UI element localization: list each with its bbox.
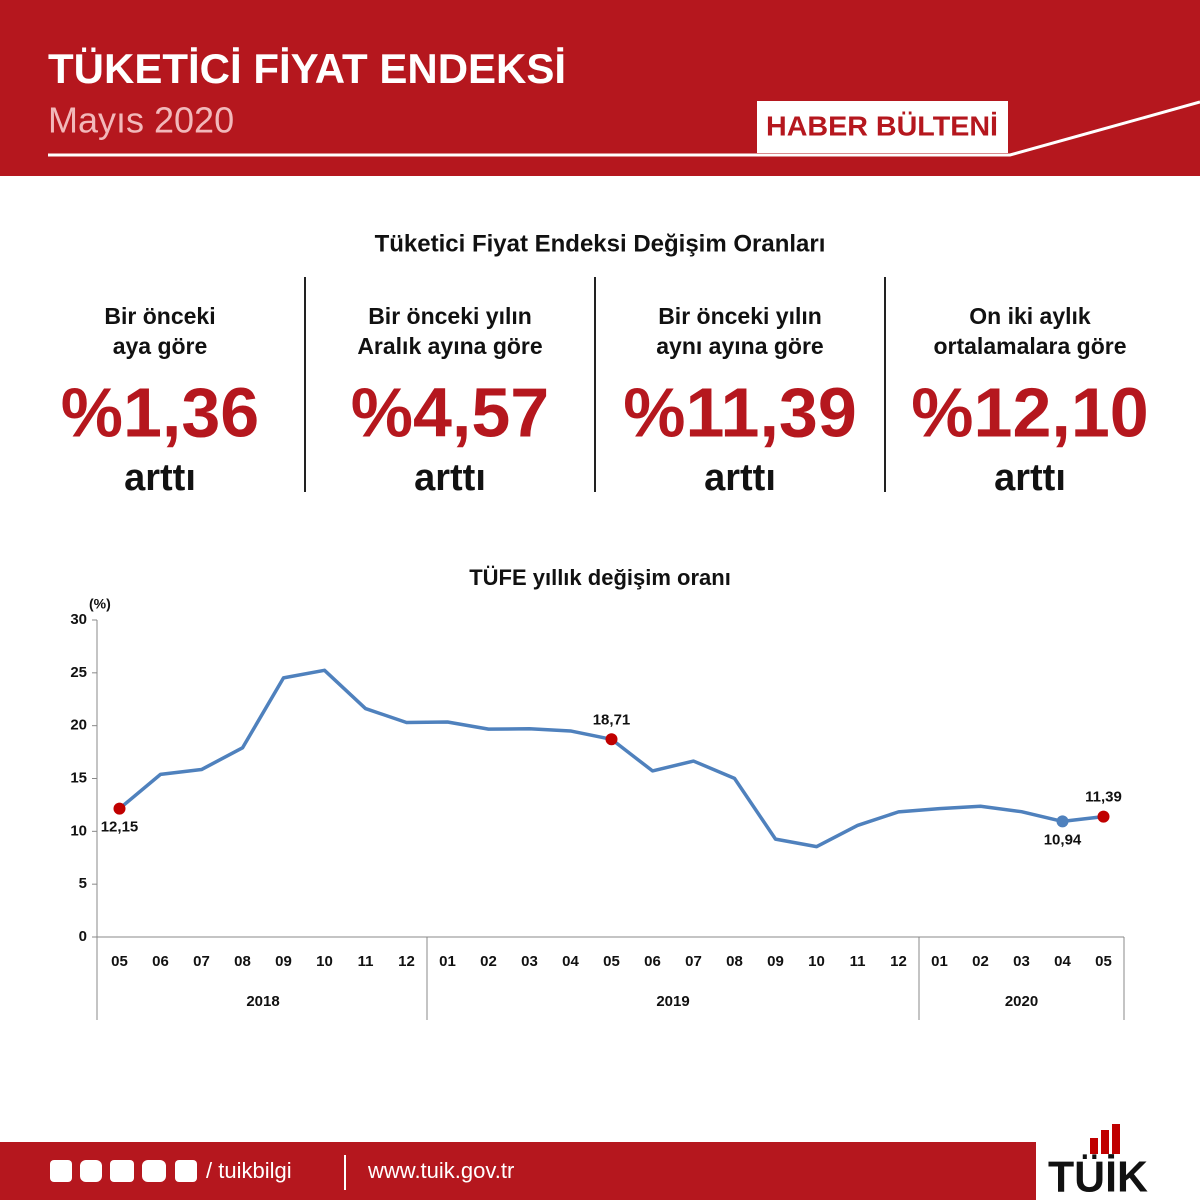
x-tick-label: 07 (193, 953, 210, 970)
summary-note: arttı (414, 457, 486, 499)
x-tick-label: 05 (111, 953, 128, 970)
summary-note: arttı (704, 457, 776, 499)
summary-label: Bir önceki yılın (658, 303, 822, 329)
x-tick-label: 12 (398, 953, 415, 970)
header-rule (48, 100, 1200, 157)
data-label: 12,15 (101, 819, 139, 836)
summary-value: %4,57 (351, 373, 549, 451)
x-tick-label: 03 (1013, 953, 1030, 970)
chart-title: TÜFE yıllık değişim oranı (469, 565, 731, 590)
logo-text: TÜİK (1048, 1153, 1148, 1200)
logo-bar (1112, 1124, 1120, 1154)
x-tick-label: 03 (521, 953, 538, 970)
data-label: 11,39 (1085, 789, 1122, 806)
y-tick-label: 25 (70, 664, 87, 681)
y-tick-label: 5 (79, 875, 87, 892)
linkedin-icon[interactable] (175, 1160, 197, 1182)
summary-label: aynı ayına göre (656, 333, 823, 359)
x-tick-label: 01 (439, 953, 456, 970)
x-tick-label: 06 (152, 953, 169, 970)
x-group-label: 2019 (656, 993, 689, 1010)
summary-label: aya göre (113, 333, 208, 359)
summary-label: On iki aylık (969, 303, 1091, 329)
instagram-icon[interactable] (80, 1160, 102, 1182)
x-tick-label: 10 (316, 953, 333, 970)
x-group-label: 2018 (246, 993, 279, 1010)
x-tick-label: 01 (931, 953, 948, 970)
header-title: TÜKETİCİ FİYAT ENDEKSİ (48, 45, 566, 92)
header-subtitle: Mayıs 2020 (48, 100, 234, 141)
facebook-icon[interactable] (50, 1160, 72, 1182)
footer-band (0, 1142, 1036, 1200)
data-point (605, 733, 618, 746)
x-tick-label: 09 (275, 953, 292, 970)
summary-title: Tüketici Fiyat Endeksi Değişim Oranları (375, 230, 826, 257)
y-tick-label: 20 (70, 717, 87, 734)
footer-handle[interactable]: / tuikbilgi (206, 1158, 292, 1183)
x-tick-label: 10 (808, 953, 825, 970)
y-tick-label: 0 (79, 928, 87, 945)
x-tick-label: 02 (480, 953, 497, 970)
data-label: 10,94 (1044, 831, 1082, 848)
summary-value: %11,39 (623, 373, 857, 451)
x-tick-label: 11 (850, 953, 866, 970)
x-group-label: 2020 (1005, 993, 1038, 1010)
y-tick-label: 30 (70, 611, 87, 628)
summary-note: arttı (994, 457, 1066, 499)
summary-note: arttı (124, 457, 196, 499)
x-tick-label: 04 (1054, 953, 1071, 970)
x-tick-label: 08 (726, 953, 743, 970)
summary-label: ortalamalara göre (933, 333, 1126, 359)
data-point (1097, 810, 1110, 823)
summary-label: Bir önceki (104, 303, 215, 329)
x-tick-label: 11 (358, 953, 374, 970)
x-tick-label: 09 (767, 953, 784, 970)
x-tick-label: 07 (685, 953, 702, 970)
data-label: 18,71 (593, 711, 631, 728)
x-tick-label: 06 (644, 953, 661, 970)
data-point (1056, 815, 1069, 828)
summary-label: Bir önceki yılın (368, 303, 532, 329)
y-tick-label: 15 (70, 769, 87, 786)
x-tick-label: 05 (603, 953, 620, 970)
footer-website[interactable]: www.tuik.gov.tr (367, 1158, 514, 1183)
logo: TÜİK (1048, 1124, 1148, 1200)
y-tick-label: 10 (70, 822, 87, 839)
x-tick-label: 12 (890, 953, 907, 970)
x-tick-label: 02 (972, 953, 989, 970)
x-tick-label: 08 (234, 953, 251, 970)
logo-bar (1090, 1138, 1098, 1154)
social-icons (50, 1160, 197, 1182)
y-axis-label: (%) (89, 596, 111, 612)
summary: Bir önceki aya göre %1,36 arttı Bir önceki y… (61, 277, 1149, 499)
summary-label: Aralık ayına göre (357, 333, 542, 359)
data-point (113, 802, 126, 815)
x-tick-label: 05 (1095, 953, 1112, 970)
badge: HABER BÜLTENİ (766, 110, 998, 141)
x-tick-label: 04 (562, 953, 579, 970)
logo-bar (1101, 1130, 1109, 1154)
youtube-icon[interactable] (142, 1160, 166, 1182)
summary-value: %12,10 (911, 373, 1148, 451)
badge-box (757, 101, 1008, 153)
summary-value: %1,36 (61, 373, 259, 451)
twitter-icon[interactable] (110, 1160, 134, 1182)
